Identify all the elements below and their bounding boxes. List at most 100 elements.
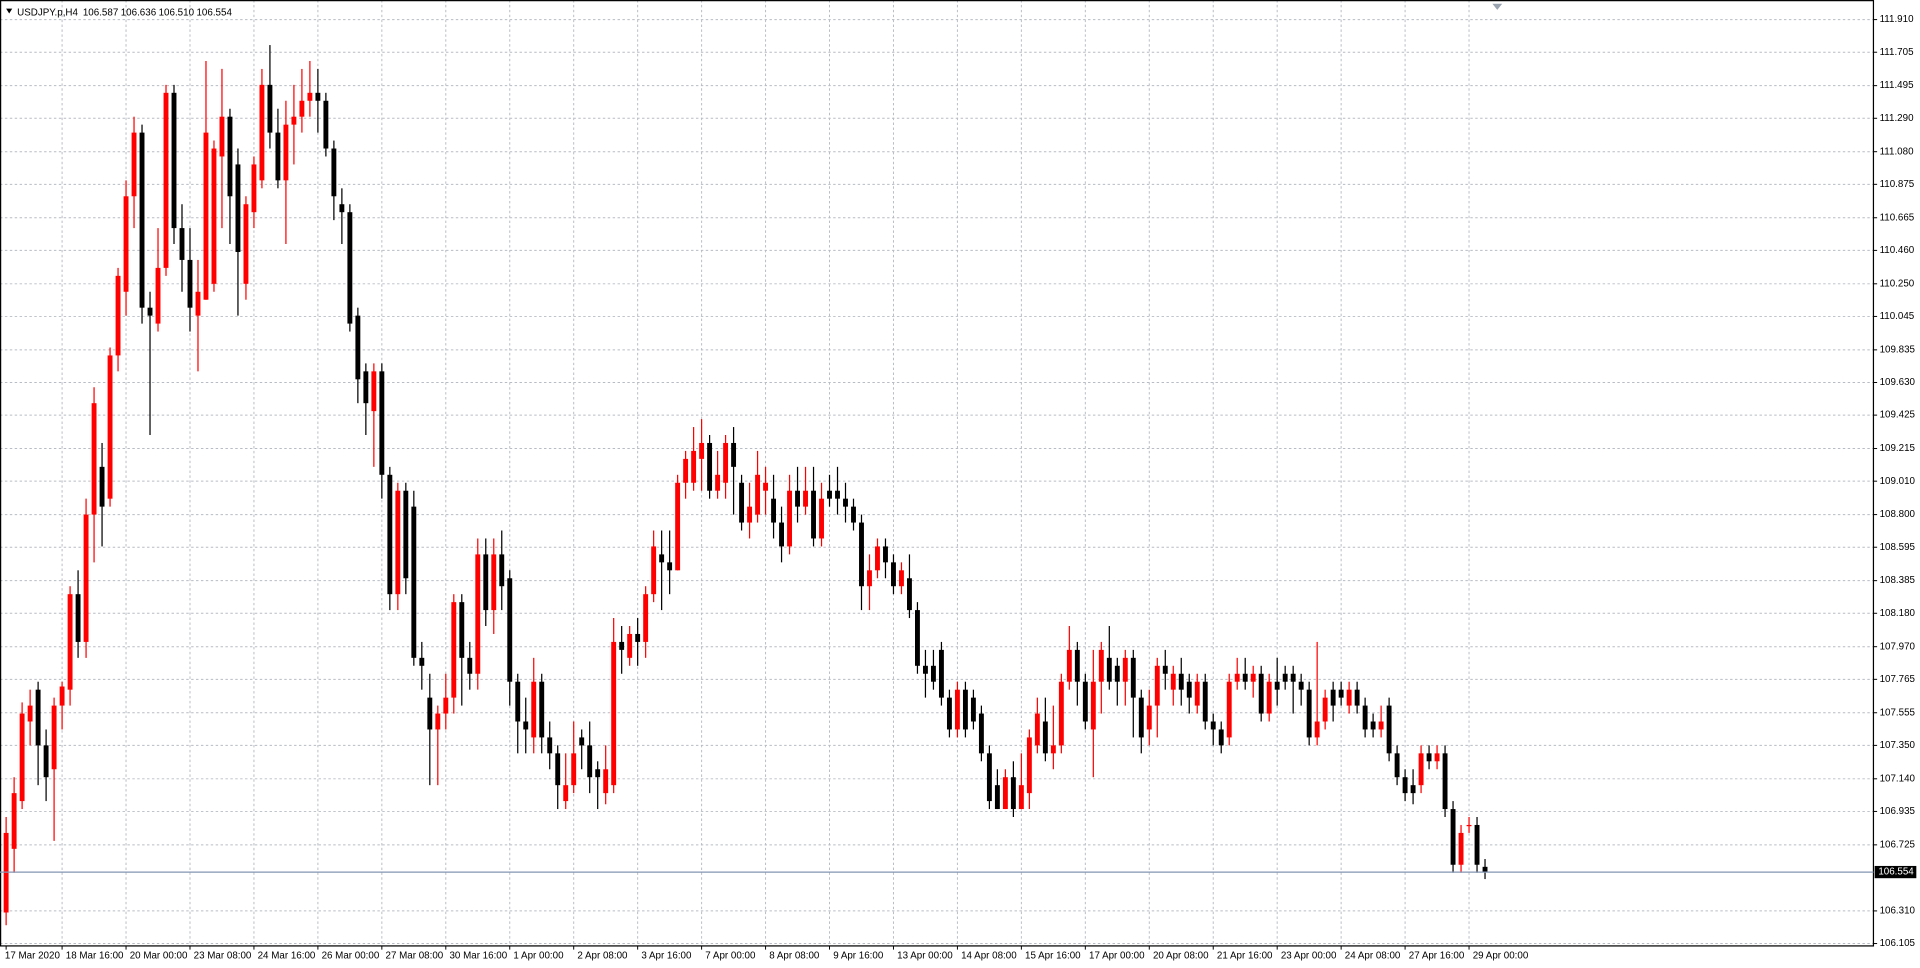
candle-body <box>1378 721 1384 730</box>
candle-body <box>467 657 473 674</box>
candle-body <box>443 697 449 714</box>
candle-body <box>779 522 785 547</box>
candle-body <box>1418 753 1424 786</box>
candle-body <box>843 498 848 507</box>
candle-body <box>1170 673 1176 690</box>
candle-body <box>1058 681 1064 746</box>
candle-body <box>419 657 425 666</box>
candle-body <box>435 713 441 730</box>
candle-body <box>803 490 808 507</box>
candle-body <box>1314 721 1320 738</box>
candle-body <box>1434 753 1440 762</box>
candle-body <box>835 490 840 499</box>
candle-body <box>699 442 705 459</box>
x-tick-label: 15 Apr 16:00 <box>1025 950 1081 961</box>
candle-body <box>203 132 209 300</box>
candle-body <box>938 649 944 698</box>
candle-body <box>1122 657 1128 682</box>
x-tick-label: 7 Apr 00:00 <box>705 950 756 961</box>
candle-body <box>1218 729 1224 746</box>
candle-body <box>731 442 737 467</box>
y-tick-label: 107.970 <box>1880 641 1916 652</box>
x-tick-label: 26 Mar 00:00 <box>322 950 380 961</box>
candle-body <box>954 689 960 730</box>
candle-body <box>499 554 505 587</box>
candle-body <box>251 164 257 213</box>
candle-body <box>1266 681 1272 714</box>
candle-body <box>91 403 97 515</box>
candle-body <box>827 490 832 499</box>
candle-body <box>859 522 864 587</box>
open-label: 106.587 <box>83 7 118 18</box>
candle-body <box>179 228 185 260</box>
close-label: 106.554 <box>196 7 232 18</box>
candle-body <box>819 498 824 539</box>
candle-body <box>1098 649 1104 682</box>
x-tick-label: 13 Apr 00:00 <box>897 950 953 961</box>
candle-body <box>946 697 952 730</box>
candle-body <box>907 578 912 611</box>
candle-body <box>139 132 145 308</box>
candle-body <box>403 490 409 579</box>
candle-body <box>1210 721 1216 730</box>
candle-body <box>35 689 41 746</box>
y-tick-label: 108.595 <box>1880 542 1916 553</box>
candle-body <box>571 753 577 786</box>
x-tick-label: 20 Apr 08:00 <box>1153 950 1209 961</box>
candle-body <box>651 546 657 595</box>
candle-body <box>1322 697 1328 722</box>
x-tick-label: 17 Apr 00:00 <box>1089 950 1145 961</box>
candle-body <box>475 554 481 674</box>
candle-body <box>883 546 888 563</box>
candle-body <box>515 681 521 722</box>
candle-body <box>83 514 89 642</box>
candle-body <box>19 713 25 802</box>
y-tick-label: 106.725 <box>1880 839 1916 850</box>
candle-body <box>627 633 633 658</box>
candle-body <box>1466 824 1472 827</box>
candle-body <box>451 602 457 698</box>
x-tick-label: 21 Apr 16:00 <box>1217 950 1273 961</box>
candle-body <box>1178 673 1184 690</box>
candle-body <box>891 562 896 587</box>
candle-body <box>587 745 593 778</box>
candle-body <box>1362 705 1368 730</box>
candle-body <box>123 196 129 292</box>
candle-body <box>611 641 617 786</box>
candle-body <box>739 482 745 523</box>
candle-body <box>619 641 625 650</box>
candle-body <box>235 164 241 252</box>
candle-body <box>970 697 976 722</box>
candle-body <box>1394 753 1400 778</box>
candle-body <box>1138 697 1144 738</box>
y-tick-label: 108.385 <box>1880 575 1916 586</box>
candle-body <box>1402 777 1408 794</box>
candle-body <box>1130 657 1136 698</box>
candle-body <box>635 633 641 642</box>
candle-body <box>219 116 225 157</box>
candle-body <box>1002 777 1008 810</box>
candle-body <box>1226 681 1232 738</box>
y-tick-label: 110.665 <box>1880 212 1915 223</box>
high-label: 106.636 <box>121 7 157 18</box>
candle-body <box>347 212 353 324</box>
candle-body <box>1066 649 1072 682</box>
candle-body <box>563 785 569 802</box>
candle-body <box>363 371 369 404</box>
x-tick-label: 3 Apr 16:00 <box>641 950 692 961</box>
candle-body <box>1234 673 1240 682</box>
candle-body <box>115 275 121 356</box>
y-tick-label: 111.910 <box>1880 14 1915 25</box>
candle-body <box>1410 785 1416 794</box>
candle-body <box>547 737 553 754</box>
candle-body <box>795 490 800 507</box>
y-tick-label: 110.875 <box>1880 179 1915 190</box>
candle-body <box>691 450 697 483</box>
candle-body <box>387 474 393 595</box>
candle-body <box>187 259 193 308</box>
y-tick-label: 106.105 <box>1880 938 1916 949</box>
x-tick-label: 29 Apr 00:00 <box>1473 950 1529 961</box>
x-tick-label: 27 Mar 08:00 <box>386 950 444 961</box>
